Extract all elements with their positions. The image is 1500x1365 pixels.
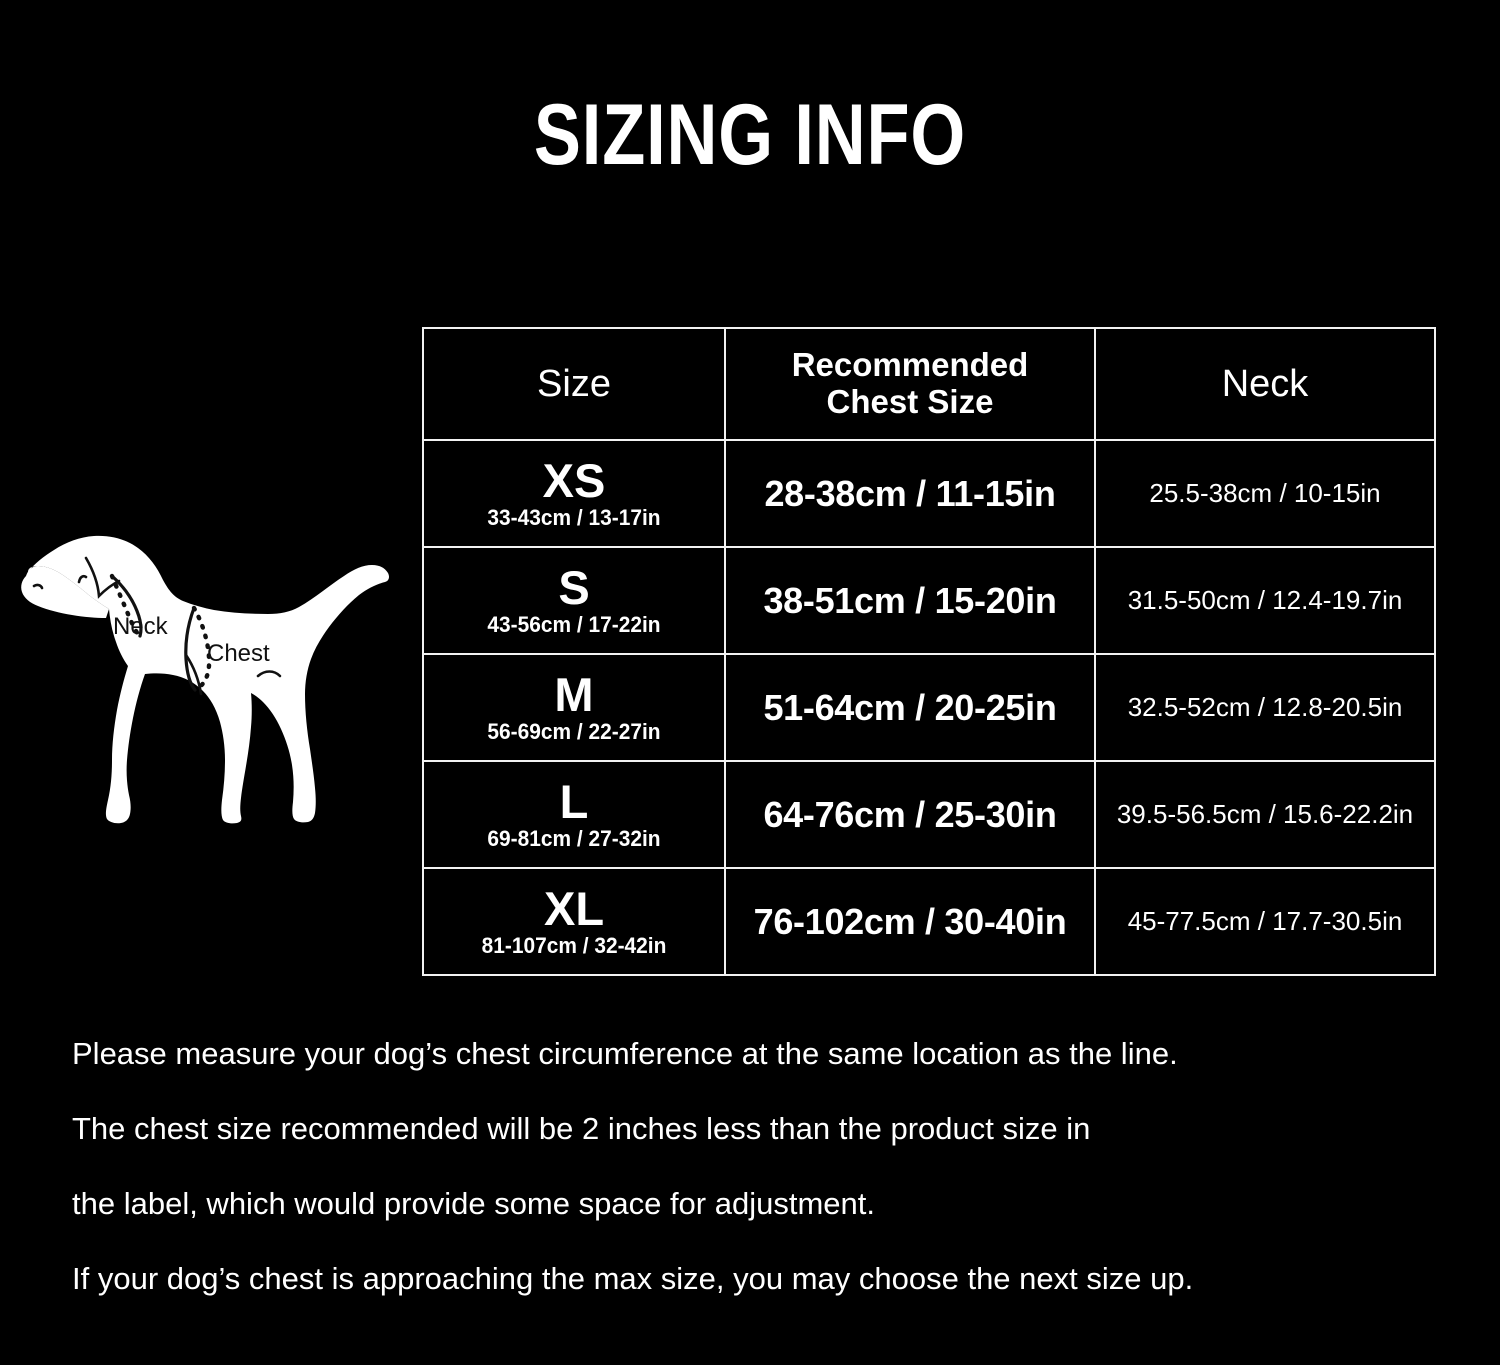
- nose-icon: [32, 583, 44, 590]
- table-row: M 56-69cm / 22-27in 51-64cm / 20-25in 32…: [422, 653, 1436, 762]
- cell-size: XS 33-43cm / 13-17in: [422, 439, 726, 548]
- column-header-chest: Recommended Chest Size: [724, 327, 1096, 441]
- cell-neck: 32.5-52cm / 12.8-20.5in: [1094, 653, 1436, 762]
- column-header-chest-line1: Recommended: [791, 346, 1029, 384]
- column-header-chest-line2: Chest Size: [826, 383, 994, 420]
- neck-measure-line: [109, 573, 143, 639]
- cell-neck: 39.5-56.5cm / 15.6-22.2in: [1094, 760, 1436, 869]
- cell-neck: 31.5-50cm / 12.4-19.7in: [1094, 546, 1436, 655]
- dog-outline-details: [32, 556, 282, 696]
- table-row: XL 81-107cm / 32-42in 76-102cm / 30-40in…: [422, 867, 1436, 976]
- column-header-neck-label: Neck: [1221, 362, 1309, 405]
- size-range: 56-69cm / 22-27in: [487, 718, 661, 744]
- sizing-table: Size Recommended Chest Size Neck XS 33-4…: [422, 327, 1436, 976]
- chest-measure-line: [184, 605, 212, 693]
- neck-measure-label: Neck: [113, 613, 168, 640]
- page-title: SIZING INFO: [533, 87, 967, 183]
- eye-icon: [77, 574, 88, 584]
- note-line: If your dog’s chest is approaching the m…: [72, 1261, 1194, 1296]
- note-line: The chest size recommended will be 2 inc…: [72, 1111, 1091, 1146]
- cell-neck: 25.5-38cm / 10-15in: [1094, 439, 1436, 548]
- size-range: 81-107cm / 32-42in: [481, 932, 667, 958]
- cell-neck: 45-77.5cm / 17.7-30.5in: [1094, 867, 1436, 976]
- cell-chest: 51-64cm / 20-25in: [724, 653, 1096, 762]
- note-line: the label, which would provide some spac…: [72, 1186, 875, 1221]
- cell-chest: 76-102cm / 30-40in: [724, 867, 1096, 976]
- size-letter: L: [559, 774, 589, 828]
- cell-size: L 69-81cm / 27-32in: [422, 760, 726, 869]
- chest-measure-label: Chest: [207, 640, 270, 667]
- size-letter: S: [558, 560, 590, 614]
- size-range: 33-43cm / 13-17in: [487, 504, 661, 530]
- dog-silhouette-icon: [21, 535, 389, 824]
- cell-size: M 56-69cm / 22-27in: [422, 653, 726, 762]
- cell-chest: 28-38cm / 11-15in: [724, 439, 1096, 548]
- column-header-size-label: Size: [537, 362, 611, 405]
- hind-crease: [256, 670, 282, 678]
- sizing-notes: Please measure your dog’s chest circumfe…: [72, 1038, 1432, 1294]
- size-letter: XS: [542, 453, 606, 507]
- size-letter: M: [554, 667, 594, 721]
- table-row: L 69-81cm / 27-32in 64-76cm / 25-30in 39…: [422, 760, 1436, 869]
- column-header-size: Size: [422, 327, 726, 441]
- table-row: XS 33-43cm / 13-17in 28-38cm / 11-15in 2…: [422, 439, 1436, 548]
- size-range: 69-81cm / 27-32in: [487, 825, 661, 851]
- cell-size: S 43-56cm / 17-22in: [422, 546, 726, 655]
- size-letter: XL: [543, 881, 605, 935]
- cell-chest: 64-76cm / 25-30in: [724, 760, 1096, 869]
- cell-size: XL 81-107cm / 32-42in: [422, 867, 726, 976]
- size-range: 43-56cm / 17-22in: [487, 611, 661, 637]
- ear-icon: [84, 556, 121, 599]
- table-row: S 43-56cm / 17-22in 38-51cm / 15-20in 31…: [422, 546, 1436, 655]
- foreleg-crease: [184, 653, 203, 696]
- cell-chest: 38-51cm / 15-20in: [724, 546, 1096, 655]
- column-header-neck: Neck: [1094, 327, 1436, 441]
- dog-measurement-illustration: [18, 528, 418, 858]
- note-line: Please measure your dog’s chest circumfe…: [72, 1036, 1178, 1071]
- table-body: XS 33-43cm / 13-17in 28-38cm / 11-15in 2…: [422, 439, 1436, 976]
- table-header-row: Size Recommended Chest Size Neck: [422, 327, 1436, 441]
